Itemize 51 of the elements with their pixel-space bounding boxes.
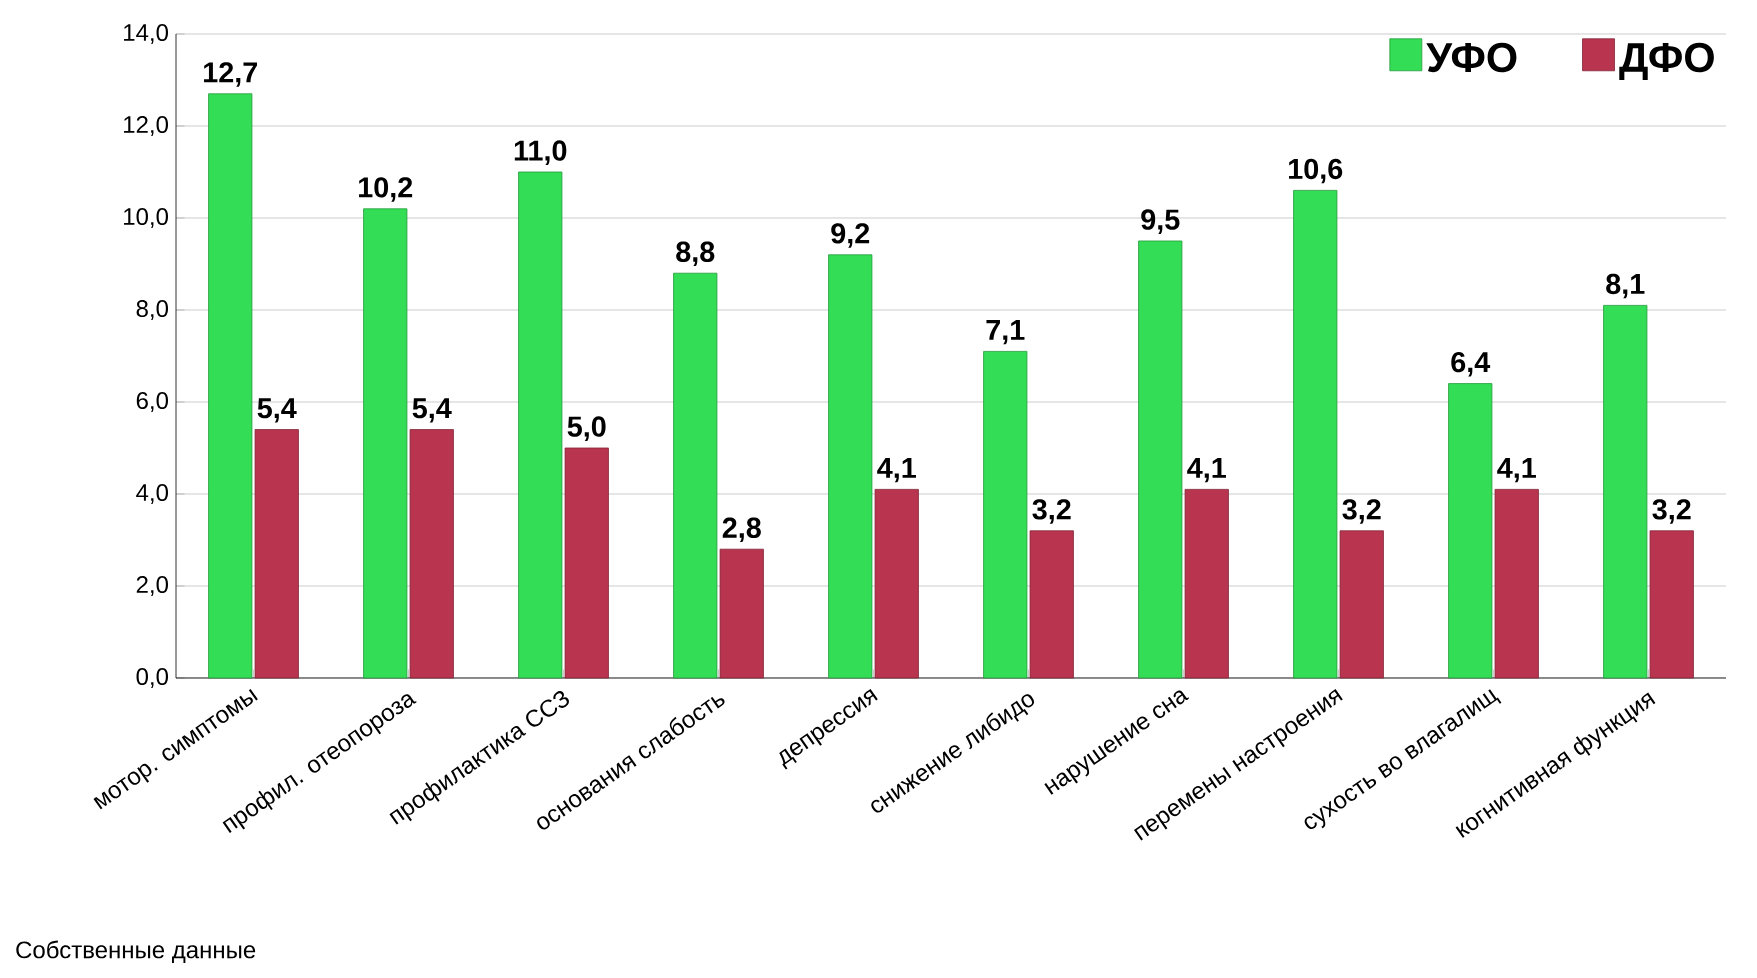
bar [828,254,873,679]
data-label: 5,4 [257,398,297,423]
y-tick-label: 14,0 [124,24,169,44]
bar [564,447,609,679]
text: Собственные данные [16,940,256,963]
bar [518,171,563,679]
data-label: 10,6 [1289,158,1343,184]
bar [1293,189,1338,679]
bar [208,93,253,679]
legend-label: ДФО [1619,42,1714,81]
data-label: 9,5 [1141,209,1180,234]
bar [409,429,454,679]
bar [363,208,408,679]
y-tick-label: 0,0 [136,668,169,688]
y-tick-label: 10,0 [124,208,169,228]
data-label: 3,2 [1032,499,1071,524]
bar [1184,488,1229,679]
data-label: 8,1 [1606,273,1645,299]
bar [1448,383,1493,679]
bar [983,350,1028,679]
data-label: 12,7 [204,62,257,87]
bar [719,548,764,679]
data-label: 11,0 [514,140,567,165]
y-tick-label: 6,0 [136,392,169,412]
data-label: 3,2 [1652,499,1691,524]
data-label: 5,0 [567,416,606,441]
data-label: 4,1 [877,458,916,483]
bar [1029,530,1074,679]
data-label: 6,4 [1451,351,1491,377]
y-tick-label: 8,0 [136,300,169,320]
data-label: 9,2 [831,223,870,248]
bar [1339,530,1384,679]
y-tick-label: 4,0 [136,484,169,504]
bar [1649,530,1694,679]
bar [1603,304,1648,679]
bar [874,488,919,679]
legend-label: УФО [1426,42,1517,73]
data-label: 3,2 [1342,499,1381,524]
bar [1494,488,1539,679]
data-label: 10,2 [359,177,413,202]
bar [254,429,299,679]
data-label: 7,1 [986,320,1025,345]
data-label: 2,8 [722,517,761,543]
data-label: 5,4 [412,398,452,423]
data-label: 4,1 [1497,458,1536,483]
data-label: 4,1 [1187,458,1226,483]
y-tick-label: 2,0 [136,576,169,596]
data-label: 8,8 [676,241,715,267]
bar [673,272,718,679]
bar [1138,240,1183,679]
y-tick-label: 12,0 [124,116,169,136]
